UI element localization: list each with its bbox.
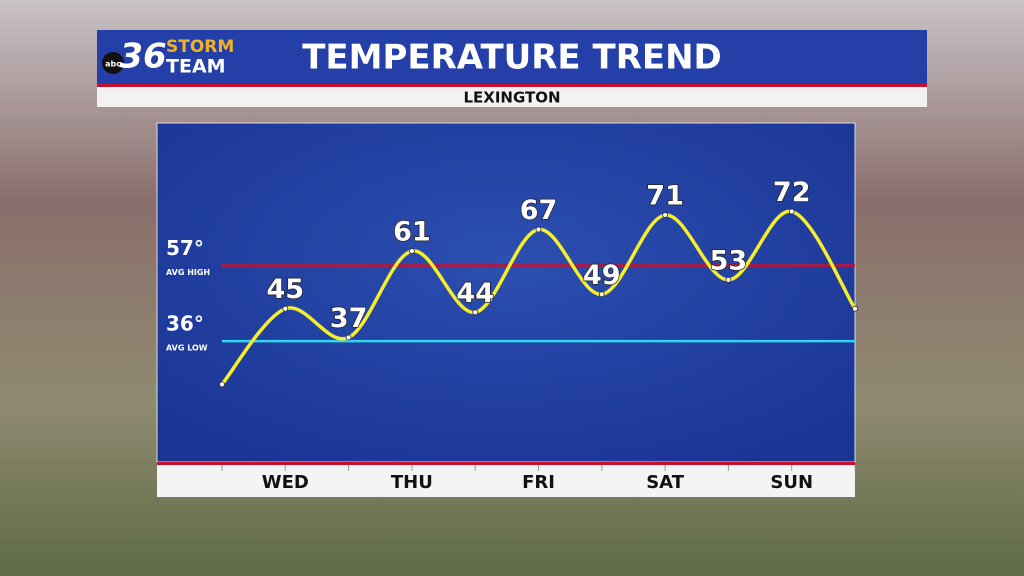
brand-line2: TEAM [166,56,226,78]
point [282,305,289,312]
reference-label: 57° [166,236,204,260]
header-rule [97,84,927,87]
x-axis-rule [157,462,855,465]
point [662,212,668,218]
x-axis-strip [157,462,855,497]
reference-sublabel: AVG LOW [166,344,208,353]
brand-number: 36 [119,37,166,77]
subtitle-bar [97,87,927,107]
point [852,305,858,312]
point [598,291,605,298]
data-label: 45 [267,274,305,305]
chart-subtitle: LEXINGTON [463,89,560,107]
data-label: 37 [330,303,368,334]
point [472,309,479,316]
x-tick-label: THU [391,472,433,493]
x-tick-label: SAT [646,472,684,493]
data-label: 71 [646,181,684,212]
data-label: 67 [520,195,558,226]
badge [102,52,124,74]
point [725,276,732,283]
x-tick-label: FRI [522,472,555,493]
point [345,334,352,341]
point [788,208,795,215]
header-bar [97,30,927,86]
reference-label: 36° [166,312,204,336]
data-label: 72 [773,177,811,208]
point [219,381,225,388]
point [408,248,415,254]
chart-title: TEMPERATURE TREND [302,38,722,78]
data-label: 61 [393,217,431,248]
badge-text: abc [105,60,121,69]
reference-sublabel: AVG HIGH [166,268,210,277]
data-label: 49 [583,260,621,291]
brand-line1: STORM [166,37,234,57]
data-label: 44 [456,278,494,309]
x-tick-label: WED [262,472,309,493]
plot-area [156,122,856,463]
point [535,226,542,233]
data-label: 53 [710,245,748,276]
x-tick-label: SUN [770,472,813,493]
